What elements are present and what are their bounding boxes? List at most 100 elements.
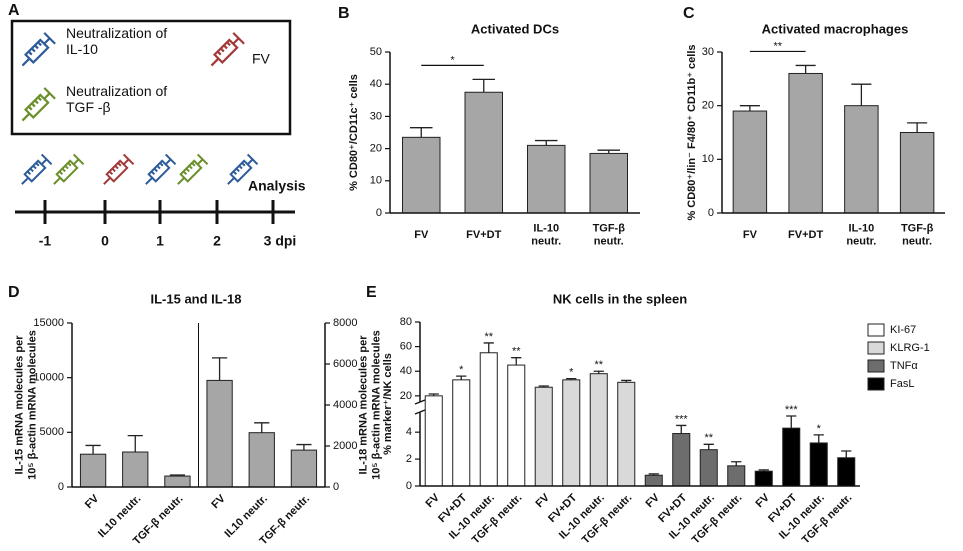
- error-bar: [472, 78, 495, 93]
- y-tick-label: 40: [370, 78, 382, 90]
- bar: [754, 470, 773, 487]
- text-line: neutr.: [594, 235, 624, 247]
- bar: [464, 91, 503, 214]
- item-label: FV: [252, 51, 271, 67]
- syringe-icon: [140, 153, 177, 190]
- significance-label: **: [484, 331, 493, 343]
- bar: [844, 105, 879, 214]
- x-tick-label: IL-10 neutr.: [846, 223, 876, 248]
- text-line: TGF-β: [901, 223, 934, 235]
- significance-label: ***: [675, 413, 689, 425]
- bar: [617, 381, 636, 487]
- error-bar: [841, 450, 852, 458]
- error-bar: [456, 375, 467, 380]
- error-bar: [211, 357, 228, 381]
- error-bar: [731, 461, 742, 466]
- text-line: neutr.: [531, 235, 561, 247]
- panel-letter: A: [8, 2, 20, 19]
- significance-label: ***: [785, 404, 799, 416]
- x-tick-label: FV: [533, 491, 552, 510]
- y-tick-label: 30: [370, 110, 382, 122]
- x-tick-label: FV: [414, 229, 429, 241]
- timeline-label: 2: [213, 233, 221, 249]
- legend-label: KI-67: [890, 324, 916, 336]
- legend-box: [10, 19, 292, 136]
- y-axis-label: IL-15 mRNA molecules per10⁵ β-actin mRNA…: [14, 330, 39, 480]
- text-line: Neutralization of: [66, 25, 167, 41]
- error-bar: [169, 474, 186, 477]
- bar: [402, 136, 441, 214]
- timeline-ticks: [43, 200, 275, 224]
- y-tick-label: 10: [702, 153, 714, 165]
- error-bar: [813, 434, 824, 443]
- significance-label: **: [512, 346, 521, 358]
- bar: [527, 144, 566, 214]
- x-tick-label: FV: [83, 492, 102, 511]
- x-tick-label: TGF-β neutr.: [593, 223, 626, 248]
- significance-label: **: [704, 432, 713, 444]
- x-tick-label: TGF-β neutr.: [901, 223, 934, 248]
- error-bar: [85, 444, 101, 455]
- y-tick-label: 15000: [33, 317, 64, 329]
- significance-label: *: [459, 364, 464, 376]
- text-line: IL-10: [849, 223, 875, 235]
- panel-letter: D: [8, 284, 20, 301]
- text-line: neutr.: [846, 235, 876, 247]
- x-tick-label: FV: [423, 491, 442, 510]
- bar: [672, 433, 691, 487]
- error-bar: [535, 139, 558, 146]
- bar: [644, 474, 663, 487]
- error-bar: [593, 370, 604, 374]
- y2-tick-label: 4000: [333, 399, 357, 411]
- error-bar: [410, 127, 433, 138]
- error-bar: [703, 443, 714, 450]
- bar: [452, 379, 471, 487]
- y-tick-label: 50: [370, 46, 382, 58]
- bar: [122, 451, 149, 488]
- error-bar: [428, 393, 439, 396]
- y-tick-label: 20: [370, 143, 382, 155]
- bar: [809, 442, 828, 487]
- y2-tick-label: 0: [333, 481, 339, 493]
- bar: [788, 72, 823, 214]
- y-tick-label: 4: [406, 426, 412, 438]
- y-axis-label: % marker⁺/NK cells: [382, 353, 394, 455]
- error-bar: [296, 443, 312, 451]
- significance-label: **: [773, 40, 782, 52]
- text-line: 10⁵ β-actin mRNA molecules: [26, 330, 38, 480]
- x-tick-label: IL-10 neutr.: [531, 223, 561, 248]
- text-line: Neutralization of: [66, 83, 167, 99]
- legend-swatch: [867, 359, 885, 373]
- bar: [589, 373, 608, 487]
- error-bar: [127, 434, 143, 453]
- bar: [899, 132, 935, 214]
- significance-label: **: [594, 359, 603, 371]
- bar: [248, 432, 275, 488]
- legend-swatch: [867, 377, 885, 391]
- text-line: IL-18 mRNA molecules per: [358, 335, 370, 475]
- y-tick-label: 0: [406, 480, 412, 492]
- y-tick-label: 30: [702, 46, 714, 58]
- y-tick-label: 0: [376, 207, 382, 219]
- bar: [699, 449, 718, 487]
- y-tick-label: 20: [400, 390, 412, 402]
- significance-label: *: [569, 367, 574, 379]
- y-axis-label: % CD80⁺/lin⁻ F4/80⁺ CD11b⁺ cells: [686, 44, 698, 220]
- bar: [727, 465, 746, 487]
- chart-title: IL-15 and IL-18: [150, 291, 241, 306]
- item-label: Neutralization of TGF -β: [66, 83, 167, 115]
- syringe-icon: [16, 31, 57, 72]
- x-tick-label: FV+DT: [788, 229, 823, 241]
- legend-label: TNFα: [890, 360, 918, 372]
- timeline-label: -1: [39, 233, 52, 249]
- x-tick-label: FV: [753, 491, 772, 510]
- error-bar: [851, 83, 872, 106]
- syringe-icon: [16, 86, 57, 127]
- bar: [206, 379, 233, 488]
- analysis-label: Analysis: [248, 178, 306, 194]
- y2-axis-label: IL-18 mRNA molecules per10⁵ β-actin mRNA…: [358, 330, 383, 480]
- error-bar: [739, 105, 760, 112]
- error-bar: [786, 415, 797, 429]
